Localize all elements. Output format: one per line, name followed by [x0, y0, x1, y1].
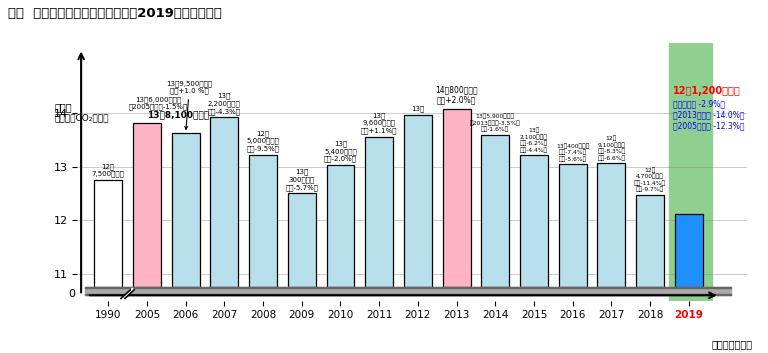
Text: 排出量: 排出量	[54, 102, 71, 112]
Text: 12億
4,700万トン
＜同-11.4%＞
（同-9.7%）: 12億 4,700万トン ＜同-11.4%＞ （同-9.7%）	[634, 167, 666, 192]
Bar	[172, 133, 200, 287]
Text: 図２  日本の温室効果ガス排出量（2019年度確報値）: 図２ 日本の温室効果ガス排出量（2019年度確報値）	[8, 7, 221, 20]
Text: 13億: 13億	[411, 106, 425, 112]
Bar	[288, 193, 316, 287]
Bar	[366, 137, 393, 287]
Bar	[598, 163, 625, 287]
Bar	[670, 43, 712, 301]
Text: （2005年度比 -12.3%）: （2005年度比 -12.3%）	[674, 121, 745, 130]
Bar	[675, 214, 703, 287]
Text: 環境省資料より: 環境省資料より	[711, 340, 753, 349]
Bar	[482, 135, 509, 287]
Bar	[520, 155, 548, 287]
Text: 13億
5,400万トン
（同-2.0%）: 13億 5,400万トン （同-2.0%）	[324, 140, 357, 162]
Bar	[94, 180, 122, 287]
Bar	[326, 165, 354, 287]
Text: ［前年度比 -2.9%］: ［前年度比 -2.9%］	[674, 100, 725, 108]
Text: （億トンCO₂換算）: （億トンCO₂換算）	[54, 113, 108, 122]
Text: 13億8,100万トン: 13億8,100万トン	[147, 110, 209, 119]
Text: 13億
300万トン
（同-5.7%）: 13億 300万トン （同-5.7%）	[285, 169, 318, 191]
Text: 13億
2,100万トン
＜同-6.2%＞
（同-4.4%）: 13億 2,100万トン ＜同-6.2%＞ （同-4.4%）	[520, 127, 548, 152]
Text: 13億
9,600万トン
（同+1.1%）: 13億 9,600万トン （同+1.1%）	[361, 112, 397, 134]
Text: 12億1,200万トン: 12億1,200万トン	[674, 86, 741, 96]
Bar	[636, 195, 664, 287]
Bar	[442, 109, 471, 287]
Text: 12億
5,000万トン
（同-9.5%）: 12億 5,000万トン （同-9.5%）	[247, 130, 280, 152]
Text: 12億
7,500万トン: 12億 7,500万トン	[91, 163, 124, 177]
Text: 13億400万トン
＜同-7.4%＞
（同-5.6%）: 13億400万トン ＜同-7.4%＞ （同-5.6%）	[556, 143, 589, 162]
Bar	[404, 115, 432, 287]
Text: 12億
9,100万トン
＜同-8.3%＞
（同-6.6%）: 12億 9,100万トン ＜同-8.3%＞ （同-6.6%）	[598, 136, 625, 161]
Text: 13億6,000万トン
（2005年度比-1.5%）: 13億6,000万トン （2005年度比-1.5%）	[129, 96, 188, 110]
Text: 13億5,900万トン
＜2013年度比-3.5%＞
（同-1.6%）: 13億5,900万トン ＜2013年度比-3.5%＞ （同-1.6%）	[470, 114, 521, 132]
Text: 14億800万トン
（同+2.0%）: 14億800万トン （同+2.0%）	[435, 85, 478, 104]
Bar	[559, 164, 587, 287]
Text: 〈2013年度比 -14.0%〉: 〈2013年度比 -14.0%〉	[674, 110, 745, 119]
Text: 13億9,500万トン
（同+1.0 %）: 13億9,500万トン （同+1.0 %）	[167, 80, 213, 129]
Text: 0: 0	[68, 289, 75, 299]
Bar	[133, 123, 161, 287]
Bar	[249, 155, 277, 287]
Text: 13億
2,200万トン
（同-4.3%）: 13億 2,200万トン （同-4.3%）	[208, 93, 241, 115]
Bar	[210, 117, 238, 287]
